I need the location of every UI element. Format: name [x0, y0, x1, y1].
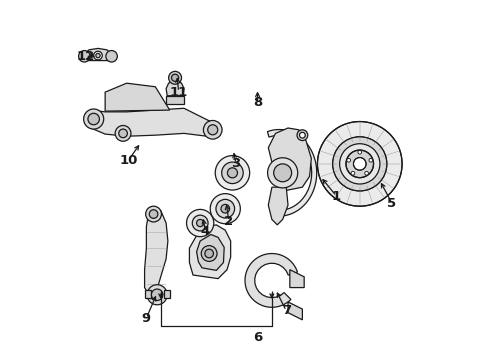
Circle shape: [210, 194, 240, 224]
Polygon shape: [105, 83, 170, 111]
Text: 2: 2: [224, 215, 233, 228]
Circle shape: [119, 129, 127, 138]
Circle shape: [78, 50, 90, 62]
Circle shape: [365, 171, 368, 175]
Text: 10: 10: [119, 154, 138, 167]
Polygon shape: [145, 291, 151, 298]
Polygon shape: [164, 291, 170, 298]
Circle shape: [221, 204, 230, 213]
Polygon shape: [145, 211, 168, 297]
Circle shape: [215, 156, 250, 190]
Circle shape: [147, 285, 167, 305]
Circle shape: [318, 122, 402, 206]
Text: 11: 11: [170, 86, 188, 99]
Circle shape: [192, 215, 208, 231]
Circle shape: [346, 150, 373, 177]
Circle shape: [274, 164, 292, 182]
Polygon shape: [190, 225, 231, 279]
Circle shape: [208, 125, 218, 135]
Text: 5: 5: [388, 197, 396, 210]
Polygon shape: [268, 130, 317, 216]
Text: 6: 6: [253, 330, 262, 343]
Polygon shape: [288, 302, 302, 320]
Circle shape: [358, 150, 362, 154]
Polygon shape: [91, 108, 213, 137]
Circle shape: [115, 126, 131, 141]
Circle shape: [151, 289, 163, 301]
Text: 8: 8: [253, 96, 262, 109]
Polygon shape: [84, 48, 112, 60]
Circle shape: [169, 71, 181, 84]
Circle shape: [172, 74, 179, 81]
Text: 12: 12: [76, 50, 95, 63]
Text: 9: 9: [142, 311, 151, 325]
Circle shape: [340, 144, 380, 184]
Polygon shape: [290, 270, 304, 288]
Polygon shape: [245, 253, 297, 307]
Text: 1: 1: [332, 190, 341, 203]
Text: 7: 7: [282, 305, 291, 318]
Circle shape: [187, 210, 214, 237]
Circle shape: [96, 53, 100, 58]
Circle shape: [347, 158, 350, 162]
Circle shape: [333, 137, 387, 191]
Polygon shape: [269, 128, 311, 191]
Circle shape: [299, 132, 305, 138]
Circle shape: [201, 246, 217, 261]
Circle shape: [351, 171, 355, 175]
Circle shape: [353, 158, 366, 170]
Circle shape: [203, 121, 222, 139]
Polygon shape: [166, 96, 184, 104]
Circle shape: [94, 51, 102, 60]
Text: 3: 3: [231, 157, 241, 170]
Circle shape: [84, 109, 104, 129]
Polygon shape: [166, 80, 184, 96]
Text: 4: 4: [201, 225, 210, 238]
Circle shape: [146, 206, 161, 222]
Circle shape: [216, 199, 235, 218]
Polygon shape: [196, 234, 224, 270]
Circle shape: [297, 130, 308, 140]
Circle shape: [106, 50, 117, 62]
Circle shape: [205, 249, 214, 258]
Polygon shape: [269, 187, 288, 225]
Circle shape: [369, 158, 372, 162]
Circle shape: [196, 220, 204, 226]
Circle shape: [268, 158, 298, 188]
Circle shape: [221, 162, 243, 184]
Circle shape: [149, 210, 158, 219]
Circle shape: [88, 113, 99, 125]
Circle shape: [227, 168, 238, 178]
